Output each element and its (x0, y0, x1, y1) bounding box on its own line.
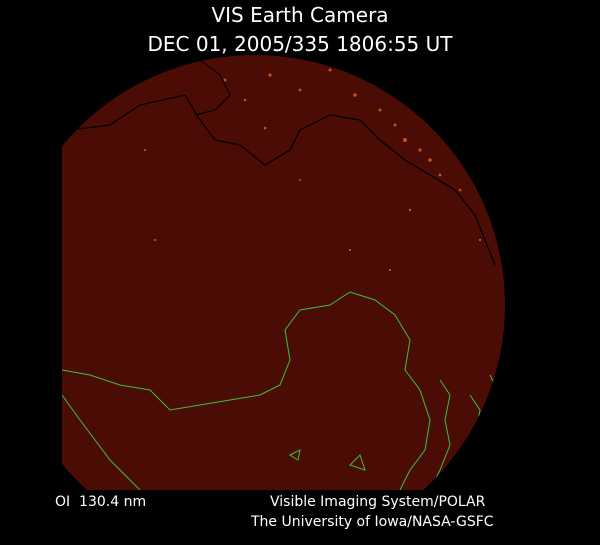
timestamp: DEC 01, 2005/335 1806:55 UT (148, 32, 454, 56)
title: VIS Earth Camera (211, 3, 388, 27)
instrument-label: Visible Imaging System/POLAR (270, 494, 486, 510)
coastline-north (69, 94, 496, 266)
coastline-north-2 (194, 59, 231, 116)
earth-image (62, 55, 505, 490)
earth-disk (62, 55, 505, 490)
institution-label: The University of Iowa/NASA-GSFC (250, 514, 494, 530)
filter-label: OI 130.4 nm (55, 494, 146, 510)
aurora-dots (143, 68, 482, 272)
